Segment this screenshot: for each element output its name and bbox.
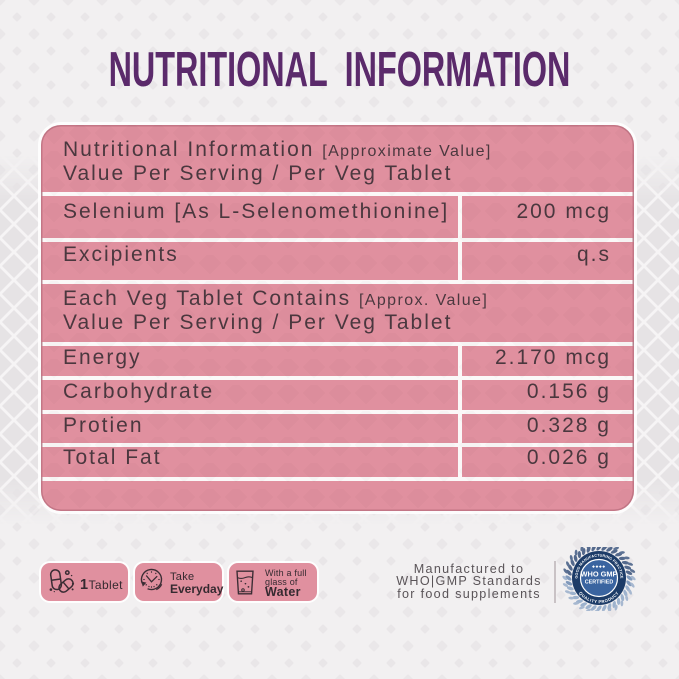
svg-text:◆◆◆◆: ◆◆◆◆ [592, 565, 606, 569]
svg-text:WHO GMP: WHO GMP [581, 570, 618, 579]
svg-text:CERTIFIED: CERTIFIED [585, 580, 614, 586]
